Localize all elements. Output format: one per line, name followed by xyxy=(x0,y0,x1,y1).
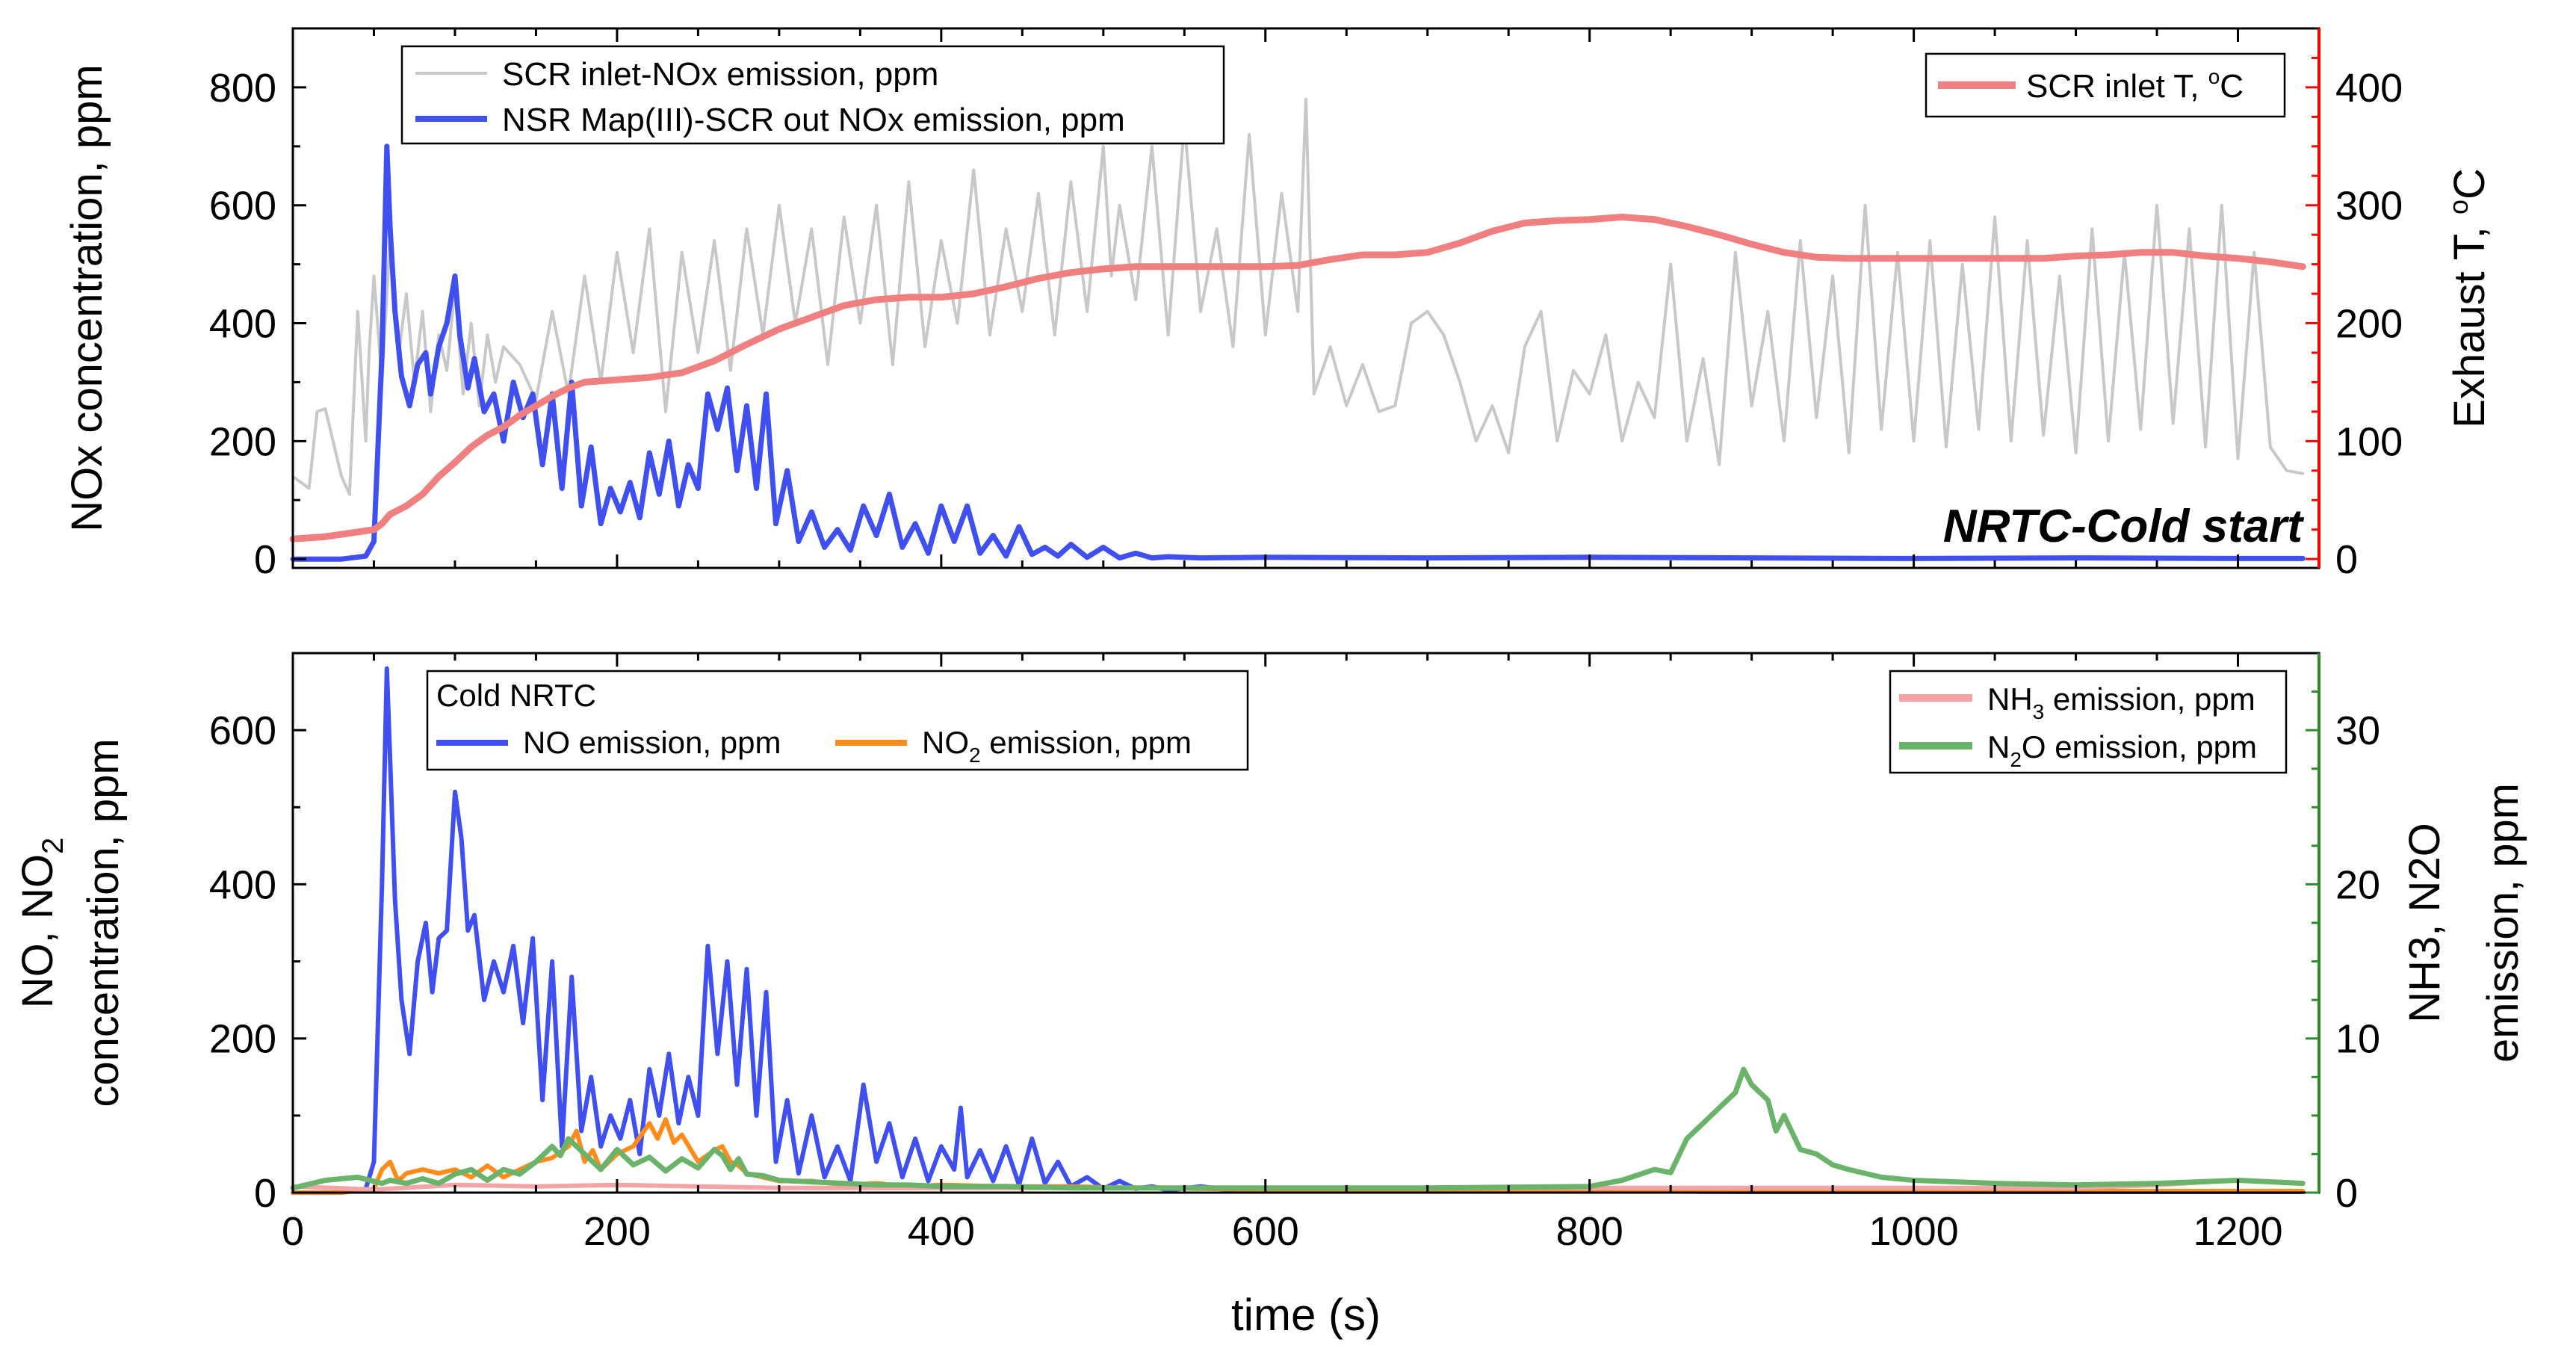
top-y2tick-label: 300 xyxy=(2335,184,2403,229)
bottom-y2-axis-label-line2: emission, ppm xyxy=(2479,783,2527,1063)
top-ytick-label: 400 xyxy=(209,302,276,347)
bottom-legend-right: NH3 emission, ppm N2O emission, ppm xyxy=(1889,670,2288,774)
legend-label-out-nox: NSR Map(III)-SCR out NOx emission, ppm xyxy=(502,102,1125,138)
bottom-ytick-label: 600 xyxy=(209,708,276,753)
top-ytick-label: 200 xyxy=(209,419,276,464)
top-y-axis-label: NOx concentration, ppm xyxy=(63,64,111,531)
legend-label-inlet-nox: SCR inlet-NOx emission, ppm xyxy=(502,56,938,93)
top-y2tick-label: 200 xyxy=(2335,302,2403,347)
legend-label-inlet-t: SCR inlet T, oC xyxy=(2026,65,2244,105)
series-line-scr-inlet-temperature xyxy=(289,214,2306,543)
top-y2tick-label: 100 xyxy=(2335,419,2403,464)
bottom-xtick-label: 0 xyxy=(282,1209,304,1254)
legend-label-no: NO emission, ppm xyxy=(523,725,781,760)
bottom-xtick-label: 200 xyxy=(583,1209,651,1254)
bottom-ytick-label: 0 xyxy=(254,1171,276,1216)
bottom-legend-left: Cold NRTC NO emission, ppm NO2 emission,… xyxy=(426,670,1249,771)
bottom-xtick-label: 800 xyxy=(1556,1209,1623,1254)
series-line-scr-inlet-nox xyxy=(291,97,2305,496)
bottom-legend-right-box xyxy=(1889,670,2288,774)
bottom-y2-axis-label-line1: NH3, N2O xyxy=(2400,823,2449,1023)
top-legend-left-box xyxy=(400,45,1225,145)
series-line-nsr-scr-out-nox xyxy=(290,143,2306,562)
bottom-xtick-label: 400 xyxy=(908,1209,975,1254)
nrtc-cold-start-annotation: NRTC-Cold start xyxy=(1943,501,2304,552)
top-panel: 0 200 400 600 800 0 100 200 300 400 NOx concentr… xyxy=(63,27,2494,582)
bottom-y-axis-label-line1: NO, NO2 xyxy=(13,838,69,1008)
top-y2-axis-label: Exhaust T, oC xyxy=(2443,168,2494,428)
bottom-y2tick-label: 0 xyxy=(2335,1171,2358,1216)
bottom-xtick-label: 600 xyxy=(1232,1209,1299,1254)
bottom-panel: 0 200 400 600 0 10 20 30 0 200 400 600 800 1000 1200… xyxy=(13,652,2527,1340)
bottom-xtick-label: 1000 xyxy=(1869,1209,1959,1254)
bottom-ytick-label: 200 xyxy=(209,1017,276,1062)
bottom-legend-left-box xyxy=(426,670,1249,771)
legend-label-n2o: N2O emission, ppm xyxy=(1987,729,2257,771)
top-ytick-label: 0 xyxy=(254,537,276,582)
legend-title-cold-nrtc: Cold NRTC xyxy=(436,678,596,713)
top-legend-left: SCR inlet-NOx emission, ppm NSR Map(III)… xyxy=(400,45,1225,145)
series-line-no-emission xyxy=(291,666,2306,1195)
bottom-y2tick-label: 10 xyxy=(2335,1017,2380,1062)
bottom-ytick-label: 400 xyxy=(209,862,276,907)
top-y2tick-label: 400 xyxy=(2335,66,2403,111)
x-axis-label: time (s) xyxy=(1231,1290,1381,1340)
top-ytick-label: 600 xyxy=(209,184,276,229)
top-ytick-label: 800 xyxy=(209,66,276,111)
bottom-y2tick-label: 20 xyxy=(2335,862,2380,907)
top-legend-right: SCR inlet T, oC xyxy=(1925,52,2286,118)
series-line-n2o-emission xyxy=(290,1066,2306,1191)
bottom-y-axis-label-line2: concentration, ppm xyxy=(79,738,128,1107)
bottom-xtick-label: 1200 xyxy=(2193,1209,2282,1254)
legend-label-no2: NO2 emission, ppm xyxy=(922,725,1192,767)
bottom-y2tick-label: 30 xyxy=(2335,708,2380,753)
legend-label-nh3: NH3 emission, ppm xyxy=(1987,682,2255,723)
top-y2tick-label: 0 xyxy=(2335,537,2358,582)
